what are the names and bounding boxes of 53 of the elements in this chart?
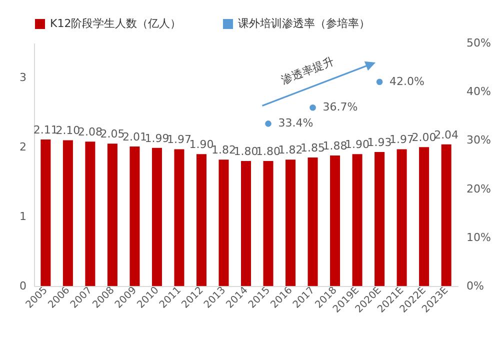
bar xyxy=(396,149,407,286)
data-label: 1.90 xyxy=(345,138,370,152)
bar xyxy=(240,161,252,286)
y-tick-label: 1 xyxy=(20,210,26,224)
y2-tick-label: 50% xyxy=(466,36,491,50)
data-label: 2.08 xyxy=(78,126,102,139)
bar xyxy=(352,154,362,286)
bar xyxy=(374,152,385,286)
bar xyxy=(152,148,162,286)
y-tick-label: 2 xyxy=(20,140,26,154)
annotation: 渗透率提升 xyxy=(280,54,336,87)
point xyxy=(310,104,316,111)
data-label: 1.99 xyxy=(144,132,170,145)
y2-tick-label: 40% xyxy=(466,85,491,98)
bar xyxy=(40,140,51,286)
data-label: 1.80 xyxy=(256,145,281,158)
y2-tick-label: 20% xyxy=(466,182,491,196)
bar xyxy=(218,160,229,286)
data-label: 1.97 xyxy=(166,133,192,146)
data-label: 1.82 xyxy=(278,144,303,157)
bar xyxy=(286,160,296,286)
point xyxy=(265,120,272,127)
y-tick-label: 0 xyxy=(20,280,26,292)
data-label: 1.93 xyxy=(367,136,392,150)
data-label: 1.88 xyxy=(322,139,348,152)
data-label: 42.0% xyxy=(390,74,424,88)
bar xyxy=(107,144,118,286)
bar xyxy=(174,149,184,286)
bar xyxy=(441,144,452,286)
point xyxy=(376,78,383,86)
bar xyxy=(263,161,274,286)
data-label: 1.85 xyxy=(300,142,326,155)
data-label: 1.80 xyxy=(234,145,258,158)
bar xyxy=(62,140,73,286)
data-label: 1.90 xyxy=(189,138,214,152)
y2-tick-label: 0% xyxy=(466,280,484,292)
legend-label: 课外培训渗透率（参培率） xyxy=(238,17,370,30)
bar xyxy=(85,142,96,286)
bar xyxy=(419,147,430,286)
data-label: 2.00 xyxy=(412,131,436,144)
y2-tick-label: 10% xyxy=(466,230,491,244)
y-tick-label: 3 xyxy=(20,71,26,84)
y2-tick-label: 30% xyxy=(466,134,491,147)
bar xyxy=(330,155,340,286)
data-label: 2.11 xyxy=(33,124,58,137)
bar xyxy=(196,154,206,286)
data-label: 36.7% xyxy=(322,100,358,114)
data-label: 2.01 xyxy=(122,130,147,144)
bar xyxy=(308,158,318,286)
legend-label: K12阶段学生人数（亿人） xyxy=(50,17,182,30)
data-label: 33.4% xyxy=(278,116,314,130)
bar xyxy=(130,146,140,286)
data-label: 2.04 xyxy=(434,128,459,142)
